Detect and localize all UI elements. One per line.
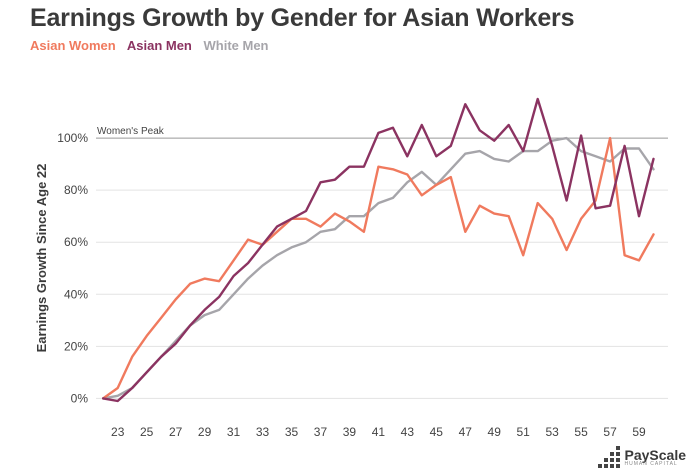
- legend-asian-women: Asian Women: [30, 38, 116, 53]
- series-lines: [101, 97, 655, 403]
- x-tick-label: 45: [430, 425, 444, 439]
- y-tick-label: 80%: [64, 183, 88, 197]
- x-tick-label: 49: [488, 425, 502, 439]
- chart-title: Earnings Growth by Gender for Asian Work…: [30, 4, 575, 32]
- x-tick-label: 51: [517, 425, 531, 439]
- x-tick-label: 23: [111, 425, 125, 439]
- series-line-asian-men: [101, 97, 655, 403]
- y-tick-label: 100%: [57, 131, 88, 145]
- legend-white-men: White Men: [203, 38, 269, 53]
- payscale-logo: PayScale HUMAN CAPITAL: [597, 446, 687, 468]
- y-tick-label: 0%: [71, 391, 89, 405]
- y-axis-label: Earnings Growth Since Age 22: [34, 164, 49, 353]
- y-gridlines: [96, 189, 668, 399]
- x-tick-label: 47: [459, 425, 473, 439]
- reference-line-group: Women's Peak: [96, 126, 668, 139]
- x-tick-label: 43: [401, 425, 415, 439]
- series-line-asian-women: [101, 136, 655, 400]
- x-tick-label: 29: [198, 425, 212, 439]
- y-tick-labels: 0% 20% 40% 60% 80% 100%: [57, 131, 88, 405]
- legend: Asian Women Asian Men White Men: [30, 38, 277, 53]
- y-tick-label: 60%: [64, 235, 88, 249]
- x-tick-label: 53: [545, 425, 559, 439]
- x-tick-label: 37: [314, 425, 328, 439]
- x-tick-label: 55: [574, 425, 588, 439]
- x-tick-labels: 23 25 27 29 31 33 35 37 39 41 43 45 47 49 51 53 55 57 59: [111, 425, 646, 439]
- legend-asian-men: Asian Men: [126, 38, 192, 53]
- x-tick-label: 31: [227, 425, 241, 439]
- brand-tagline: HUMAN CAPITAL: [624, 460, 678, 467]
- y-tick-label: 20%: [64, 339, 88, 353]
- brand-name: PayScale: [624, 446, 687, 463]
- x-tick-label: 59: [632, 425, 646, 439]
- x-tick-label: 41: [372, 425, 386, 439]
- x-tick-label: 39: [343, 425, 357, 439]
- x-tick-label: 25: [140, 425, 154, 439]
- womens-peak-label: Women's Peak: [97, 126, 165, 137]
- x-tick-label: 33: [256, 425, 270, 439]
- x-tick-label: 27: [169, 425, 183, 439]
- x-tick-label: 35: [285, 425, 299, 439]
- payscale-logo-icon: [597, 446, 620, 468]
- x-tick-label: 57: [603, 425, 617, 439]
- y-tick-label: 40%: [64, 287, 88, 301]
